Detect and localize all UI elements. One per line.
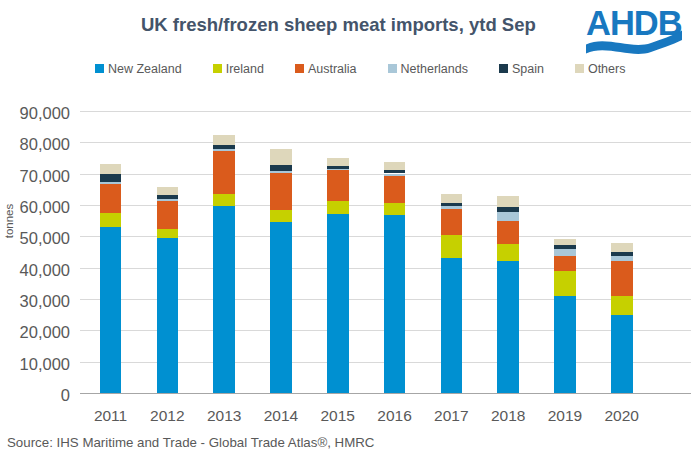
svg-text:AHDB: AHDB — [586, 4, 682, 42]
